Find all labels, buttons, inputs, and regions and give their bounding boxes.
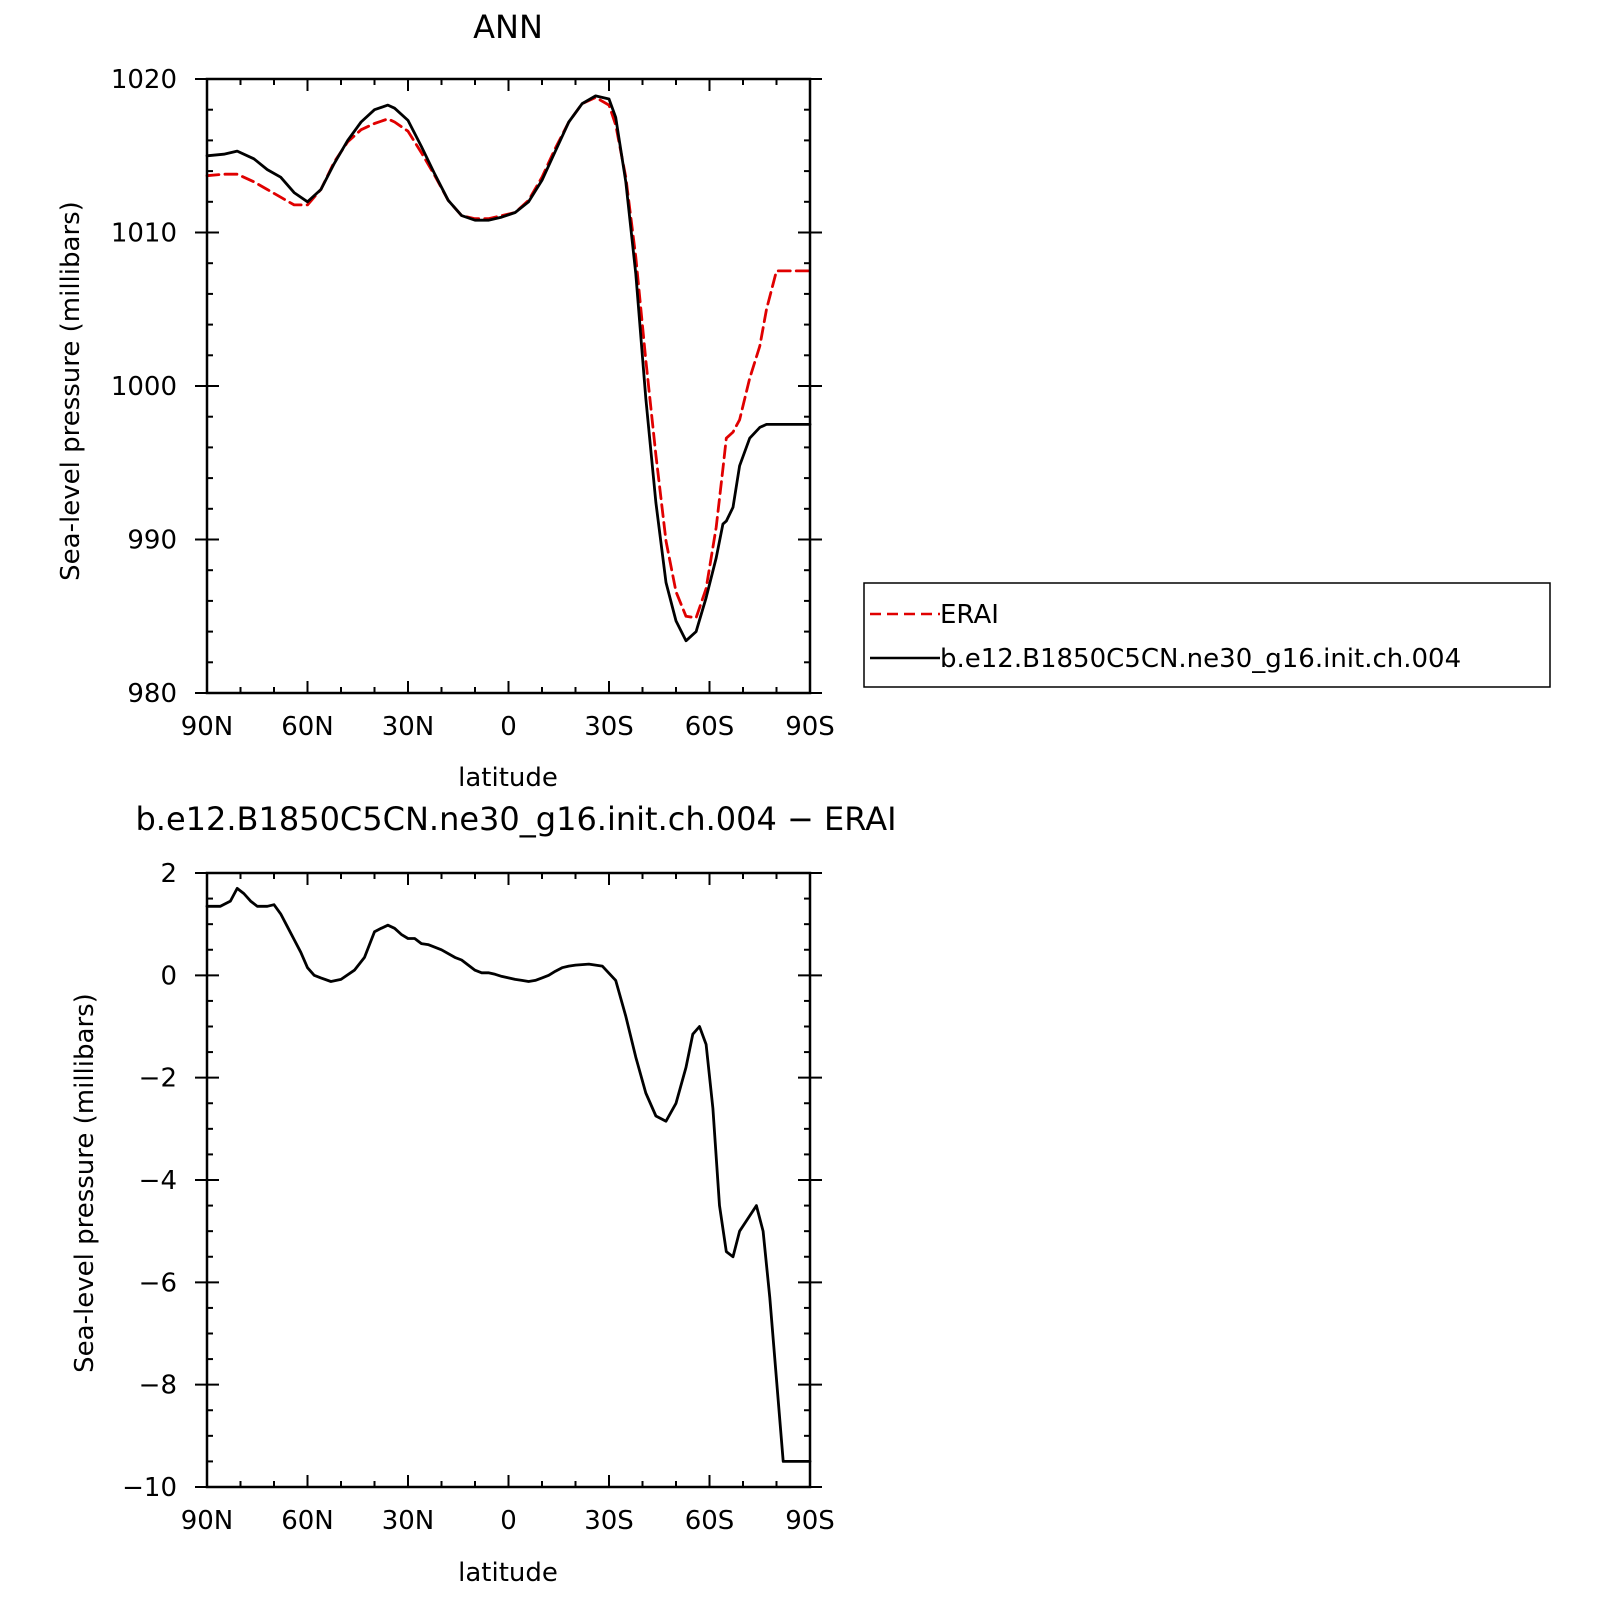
top-y-tick-label-2: 1000 [111,372,177,402]
bottom-axis-ticks: 90N 60N 30N 0 30S 60S 90S −10 −8 −6 −4 −2 0 2 [122,859,835,1536]
top-plot-frame [205,77,812,695]
top-series-lines [205,94,812,643]
top-y-axis-label: Sea-level pressure (millibars) [56,201,86,581]
top-x-tick-label-3: 0 [500,712,517,742]
top-y-tick-label-4: 1020 [111,65,177,95]
bottom-y-tick-label-2: −6 [139,1268,177,1298]
bottom-chart-title: b.e12.B1850C5CN.ne30_g16.init.ch.004 − E… [135,800,896,838]
top-x-tick-label-1: 60N [281,712,334,742]
top-chart-title: ANN [473,8,543,46]
bottom-series-line-0 [205,887,812,1463]
legend-label-model: b.e12.B1850C5CN.ne30_g16.init.ch.004 [940,644,1461,674]
bottom-x-tick-label-1: 60N [281,1506,334,1536]
bottom-y-tick-label-0: −10 [122,1473,177,1503]
top-y-tick-label-0: 980 [127,679,177,709]
bottom-x-tick-label-4: 30S [584,1506,634,1536]
top-x-tick-label-5: 60S [685,712,735,742]
legend-label-erai: ERAI [940,600,999,630]
top-x-axis-label: latitude [458,763,558,793]
bottom-series-lines [205,887,812,1463]
bottom-x-tick-label-2: 30N [382,1506,435,1536]
bottom-plot-frame [205,871,812,1489]
top-y-tick-label-3: 1010 [111,219,177,249]
panel-top: ANN latitude Sea-level pressure (milliba… [56,8,835,793]
bottom-y-axis-label: Sea-level pressure (millibars) [70,993,100,1373]
top-x-tick-label-0: 90N [181,712,234,742]
bottom-y-tick-label-3: −4 [139,1166,177,1196]
top-axis-ticks: 90N 60N 30N 0 30S 60S 90S 980 990 1000 1010 1020 [111,65,835,742]
legend: ERAI b.e12.B1850C5CN.ne30_g16.init.ch.00… [863,582,1551,688]
bottom-x-axis-label: latitude [458,1558,558,1588]
bottom-y-tick-label-4: −2 [139,1064,177,1094]
legend-box [863,582,1551,688]
top-x-tick-label-6: 90S [785,712,835,742]
bottom-x-tick-label-3: 0 [500,1506,517,1536]
top-series-line-1 [205,94,812,643]
bottom-x-tick-label-0: 90N [181,1506,234,1536]
top-x-tick-label-2: 30N [382,712,435,742]
panel-bottom: b.e12.B1850C5CN.ne30_g16.init.ch.004 − E… [70,800,897,1588]
bottom-x-tick-label-5: 60S [685,1506,735,1536]
bottom-x-tick-label-6: 90S [785,1506,835,1536]
bottom-y-tick-label-6: 2 [160,859,177,889]
top-y-tick-label-1: 990 [127,526,177,556]
bottom-y-tick-label-5: 0 [160,961,177,991]
bottom-y-tick-label-1: −8 [139,1371,177,1401]
top-x-tick-label-4: 30S [584,712,634,742]
